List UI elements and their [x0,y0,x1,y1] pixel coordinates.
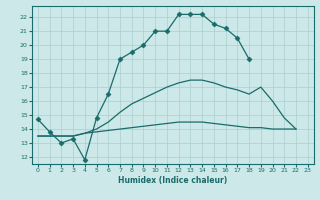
X-axis label: Humidex (Indice chaleur): Humidex (Indice chaleur) [118,176,228,185]
